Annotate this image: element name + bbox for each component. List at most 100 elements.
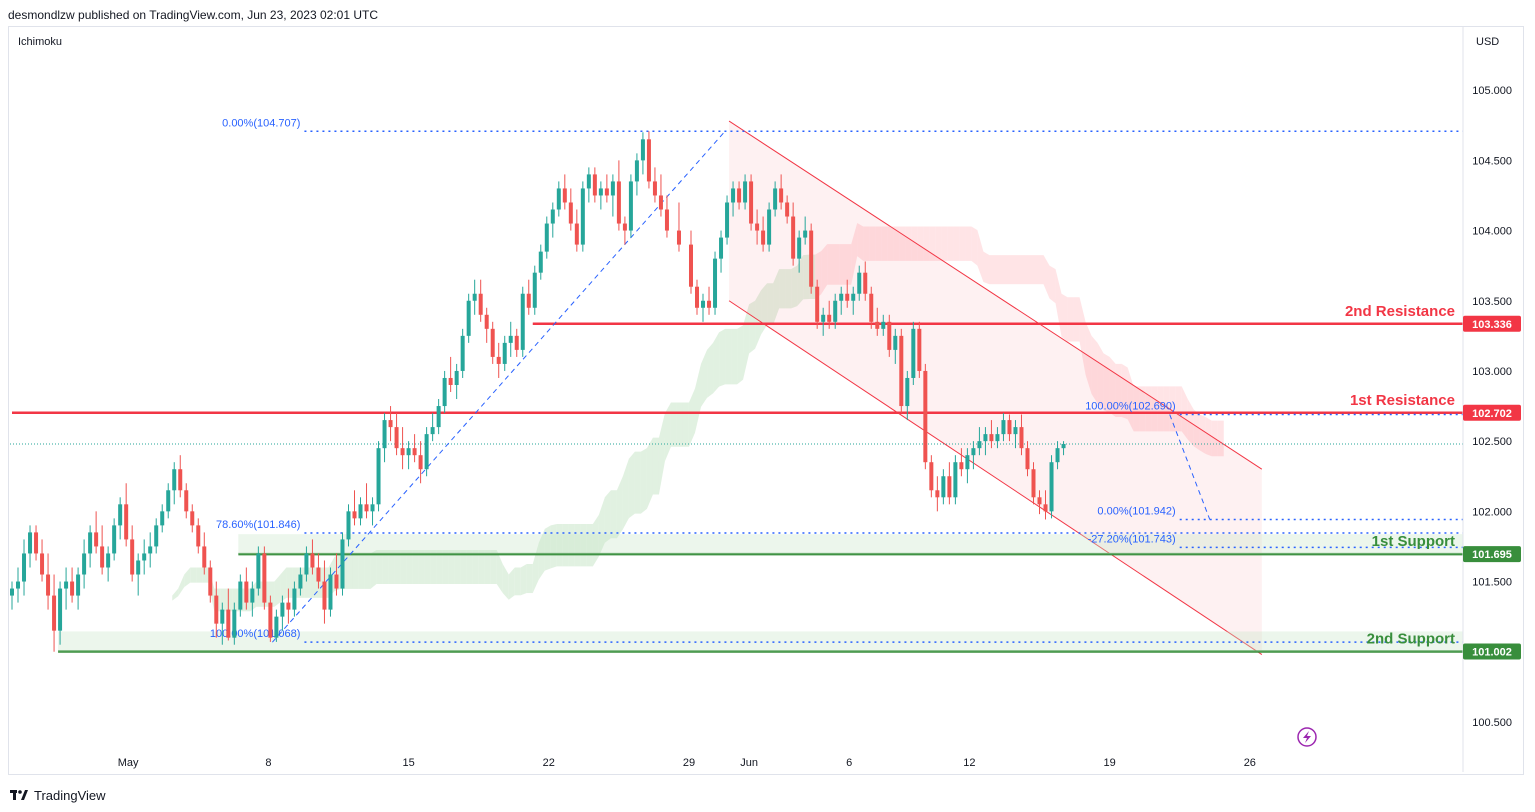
candle-body bbox=[1055, 448, 1060, 463]
candle-body bbox=[863, 272, 868, 294]
candle-body bbox=[460, 335, 465, 371]
candle-body bbox=[202, 546, 207, 568]
publish-header: desmondlzw published on TradingView.com,… bbox=[8, 8, 379, 22]
cloud-segment bbox=[767, 283, 774, 325]
cloud-segment bbox=[791, 265, 798, 309]
candle-body bbox=[869, 293, 874, 322]
indicator-label[interactable]: Ichimoku bbox=[18, 36, 63, 48]
candle-body bbox=[965, 455, 970, 470]
y-tick-label: 102.500 bbox=[1472, 436, 1512, 448]
cloud-segment bbox=[550, 523, 557, 569]
cloud-segment bbox=[989, 255, 996, 285]
tradingview-logo-icon bbox=[10, 789, 28, 800]
candle-body bbox=[604, 188, 609, 196]
candle-body bbox=[586, 174, 591, 189]
candle-body bbox=[1037, 497, 1042, 505]
cloud-segment bbox=[310, 567, 317, 598]
cloud-segment bbox=[682, 402, 689, 447]
price-tag-bg bbox=[1463, 643, 1521, 660]
cloud-segment bbox=[436, 549, 443, 585]
candle-body bbox=[989, 434, 994, 442]
cloud-segment bbox=[646, 437, 653, 509]
candle-body bbox=[130, 539, 135, 575]
candle-body bbox=[1025, 448, 1030, 470]
candle-body bbox=[40, 553, 45, 575]
candle-body bbox=[526, 293, 531, 308]
candle-body bbox=[178, 469, 183, 491]
cloud-segment bbox=[1145, 386, 1152, 432]
chart-frame bbox=[8, 26, 1524, 775]
flash-icon[interactable] bbox=[1297, 727, 1317, 747]
cloud-segment bbox=[562, 523, 569, 567]
candle-body bbox=[214, 595, 219, 624]
candle-body bbox=[88, 532, 93, 554]
level-label: 2nd Support bbox=[1367, 630, 1455, 647]
candle-body bbox=[298, 574, 303, 589]
candle-body bbox=[208, 567, 213, 596]
cloud-segment bbox=[863, 226, 870, 261]
candle-body bbox=[953, 462, 958, 498]
currency-label: USD bbox=[1476, 36, 1500, 48]
candle-body bbox=[334, 574, 339, 589]
cloud-segment bbox=[1121, 363, 1128, 420]
cloud-segment bbox=[869, 226, 876, 261]
y-tick-label: 103.500 bbox=[1472, 296, 1512, 308]
cloud-segment bbox=[857, 223, 864, 261]
cloud-segment bbox=[917, 226, 924, 261]
cloud-segment bbox=[713, 332, 720, 394]
cloud-segment bbox=[400, 549, 407, 585]
candle-body bbox=[538, 251, 543, 273]
cloud-segment bbox=[616, 476, 623, 539]
candle-body bbox=[514, 335, 519, 350]
x-tick-label: 6 bbox=[846, 757, 852, 769]
cloud-segment bbox=[1055, 269, 1062, 337]
candle-body bbox=[731, 188, 736, 203]
cloud-segment bbox=[707, 342, 714, 398]
cloud-segment bbox=[1067, 297, 1074, 342]
candle-body bbox=[580, 188, 585, 245]
cloud-segment bbox=[743, 304, 750, 380]
candle-body bbox=[532, 272, 537, 308]
cloud-segment bbox=[1217, 420, 1224, 457]
cloud-segment bbox=[202, 567, 209, 583]
candle-body bbox=[16, 581, 21, 589]
cloud-segment bbox=[719, 328, 726, 387]
cloud-segment bbox=[514, 567, 521, 596]
candle-body bbox=[316, 567, 321, 582]
x-tick-label: 19 bbox=[1103, 757, 1115, 769]
candle-body bbox=[250, 588, 255, 603]
cloud-segment bbox=[280, 567, 287, 603]
price-tag-bg bbox=[1463, 546, 1521, 563]
candle-body bbox=[436, 406, 441, 428]
cloud-segment bbox=[388, 549, 395, 585]
candle-body bbox=[664, 209, 669, 231]
cloud-segment bbox=[376, 549, 383, 585]
cloud-segment bbox=[622, 458, 629, 530]
cloud-segment bbox=[983, 251, 990, 285]
cloud-segment bbox=[1049, 265, 1056, 304]
cloud-segment bbox=[352, 553, 359, 589]
candle-body bbox=[520, 293, 525, 350]
cloud-segment bbox=[875, 226, 882, 261]
cloud-segment bbox=[1019, 255, 1026, 285]
candle-body bbox=[737, 188, 742, 203]
cloud-segment bbox=[821, 244, 828, 295]
candle-body bbox=[941, 476, 946, 498]
candle-body bbox=[917, 328, 922, 371]
cloud-segment bbox=[965, 226, 972, 261]
candle-body bbox=[502, 342, 507, 364]
candle-body bbox=[592, 174, 597, 196]
y-tick-label: 101.500 bbox=[1472, 577, 1512, 589]
candle-body bbox=[628, 181, 633, 231]
fibonacci: 0.00%(104.707) 78.60%(101.846) 100.00%(101… bbox=[210, 117, 1463, 643]
y-tick-label: 100.500 bbox=[1472, 717, 1512, 729]
cloud-segment bbox=[1109, 356, 1116, 417]
cloud-segment bbox=[478, 549, 485, 585]
candle-body bbox=[376, 448, 381, 505]
candle-body bbox=[346, 511, 351, 540]
candle-body bbox=[82, 553, 87, 575]
candle-body bbox=[388, 420, 393, 428]
fib-level-label: 100.00%(102.690) bbox=[1085, 400, 1176, 412]
cloud-segment bbox=[508, 567, 515, 600]
